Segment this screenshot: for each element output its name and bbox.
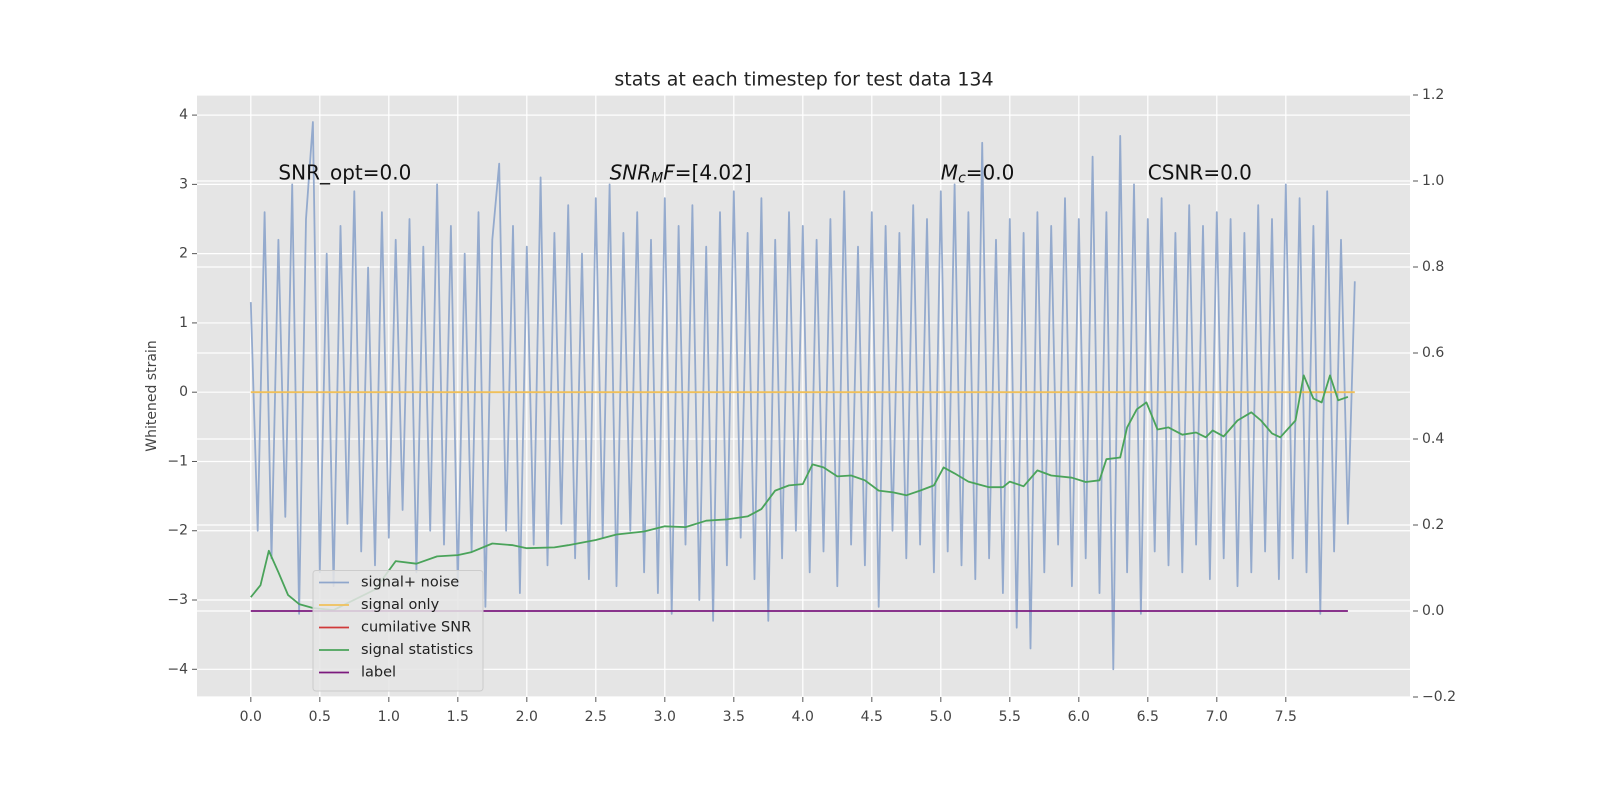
annotation-part: M [651, 170, 663, 186]
y-tick-label: 2 [179, 246, 188, 262]
chart-title: stats at each timestep for test data 134 [614, 69, 993, 91]
x-tick-label: 5.0 [930, 709, 952, 725]
y-tick-label: −1 [167, 453, 188, 469]
y2-tick-label: 0.4 [1422, 431, 1444, 447]
annotation-part: M [941, 160, 958, 184]
y-axis-label: Whitened strain [144, 340, 160, 451]
annotation-part: =[4.02] [675, 160, 752, 184]
legend-label: signal+ noise [361, 575, 459, 591]
y2-tick-label: 0.0 [1422, 603, 1444, 619]
y2-tick-label: 0.6 [1422, 345, 1444, 361]
legend-label: label [361, 665, 396, 681]
annotation: SNR_opt=0.0 [278, 160, 411, 184]
series-line [249, 121, 1356, 671]
annotation: Mc=0.0 [941, 160, 1015, 187]
legend: signal+ noise signal only cumilative SNR si… [312, 570, 484, 692]
x-tick-label: 0.0 [240, 709, 262, 725]
y2-tick-label: 0.8 [1422, 259, 1444, 275]
annotation: SNRMF=[4.02] [610, 160, 752, 187]
x-tick-label: 1.0 [378, 709, 400, 725]
x-tick-label: 0.5 [309, 709, 331, 725]
x-tick-label: 6.5 [1137, 709, 1159, 725]
annotation-part: SNR_opt=0.0 [278, 160, 411, 184]
y2-tick-label: 1.0 [1422, 173, 1444, 189]
x-tick-label: 2.5 [585, 709, 607, 725]
annotation-part: =0.0 [966, 160, 1015, 184]
x-tick-label: 4.5 [861, 709, 883, 725]
legend-label: signal only [361, 597, 440, 613]
legend-label: cumilative SNR [361, 620, 471, 636]
legend-box [312, 570, 484, 692]
x-tick-label: 1.5 [447, 709, 469, 725]
y-tick-label: −4 [167, 661, 188, 677]
y-tick-label: 3 [179, 176, 188, 192]
x-tick-label: 3.5 [723, 709, 745, 725]
y-tick-label: 1 [179, 315, 188, 331]
x-tick-label: 7.0 [1206, 709, 1228, 725]
y-tick-label: 0 [179, 384, 188, 400]
y2-tick-label: −0.2 [1422, 689, 1456, 705]
legend-label: signal statistics [361, 642, 473, 658]
y2-tick-label: 0.2 [1422, 517, 1444, 533]
x-tick-label: 4.0 [792, 709, 814, 725]
x-tick-label: 7.5 [1275, 709, 1297, 725]
x-tick-label: 5.5 [999, 709, 1021, 725]
series-line [250, 374, 1349, 611]
x-tick-label: 6.0 [1068, 709, 1090, 725]
x-tick-label: 2.0 [516, 709, 538, 725]
x-tick-label: 3.0 [654, 709, 676, 725]
y2-tick-label: 1.2 [1422, 87, 1444, 103]
annotation-part: CSNR=0.0 [1148, 160, 1252, 184]
annotation: CSNR=0.0 [1148, 160, 1252, 184]
y-tick-label: −2 [167, 523, 188, 539]
y-tick-label: 4 [179, 107, 188, 123]
annotation-part: SNR [610, 160, 652, 184]
annotation-part: c [958, 170, 966, 186]
y-tick-label: −3 [167, 592, 188, 608]
annotation-part: F [663, 160, 675, 184]
